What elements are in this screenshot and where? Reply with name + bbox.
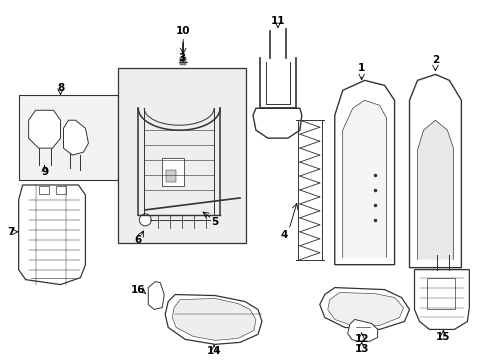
Polygon shape (172, 298, 255, 340)
Text: 9: 9 (41, 167, 48, 177)
Polygon shape (417, 120, 452, 260)
Polygon shape (63, 120, 88, 155)
Text: 15: 15 (435, 332, 450, 342)
Bar (39, 186, 48, 194)
Bar (162, 158, 184, 186)
Text: 6: 6 (134, 235, 142, 245)
Polygon shape (165, 294, 262, 345)
Bar (56, 186, 65, 194)
Polygon shape (414, 270, 468, 329)
Bar (427, 278, 454, 310)
Text: 2: 2 (431, 55, 438, 66)
Polygon shape (319, 288, 408, 329)
Polygon shape (19, 185, 85, 285)
Bar (19, 95, 118, 180)
Text: 10: 10 (176, 26, 190, 36)
Text: 5: 5 (211, 217, 218, 227)
Text: 16: 16 (131, 284, 145, 294)
Text: 1: 1 (357, 63, 365, 73)
Polygon shape (347, 319, 377, 341)
Bar (118, 68, 245, 243)
Polygon shape (252, 108, 301, 138)
Polygon shape (334, 80, 394, 265)
Text: 13: 13 (354, 345, 368, 354)
Polygon shape (342, 100, 386, 258)
Text: 12: 12 (354, 334, 368, 345)
Bar (180, 58, 186, 66)
Text: 11: 11 (270, 15, 285, 26)
Text: 3: 3 (178, 54, 185, 63)
Polygon shape (148, 282, 164, 310)
Polygon shape (327, 293, 403, 327)
Circle shape (139, 214, 151, 226)
Polygon shape (408, 75, 461, 268)
Text: 4: 4 (280, 230, 287, 240)
Text: 7: 7 (7, 227, 14, 237)
Bar (166, 170, 176, 182)
Text: 8: 8 (57, 84, 64, 93)
Polygon shape (29, 110, 61, 148)
Text: 14: 14 (206, 346, 221, 356)
